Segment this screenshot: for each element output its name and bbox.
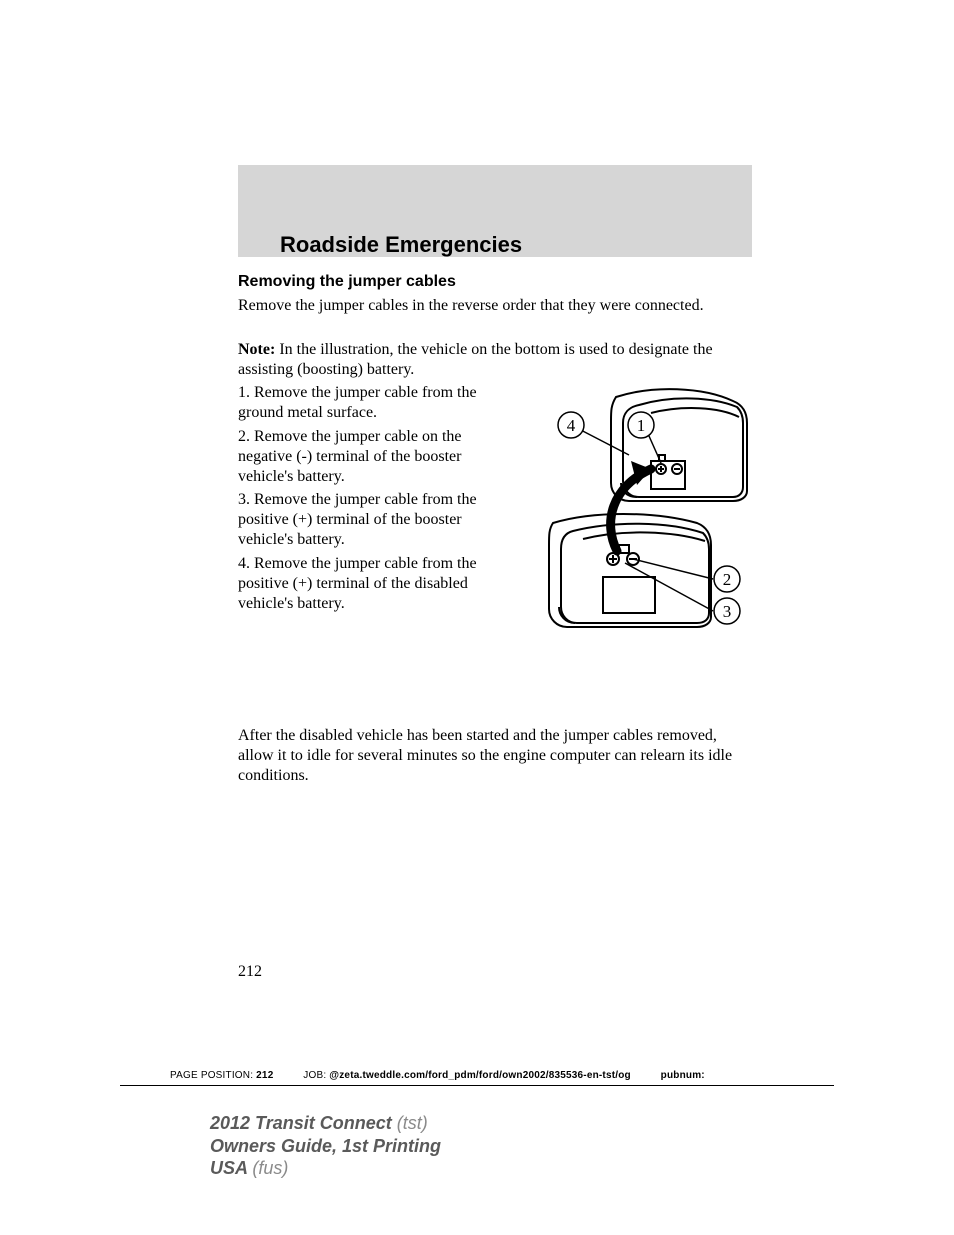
step-2: 2. Remove the jumper cable on the negati… <box>238 427 513 487</box>
jumper-cable-diagram: 1 4 2 3 <box>533 383 753 643</box>
callout-lines <box>575 427 713 611</box>
callout-text: 1 4 2 3 <box>567 416 732 621</box>
colophon-model: 2012 Transit Connect <box>210 1113 397 1133</box>
label-3: 3 <box>723 602 732 621</box>
colophon-line-2: Owners Guide, 1st Printing <box>210 1135 441 1158</box>
label-1: 1 <box>637 416 646 435</box>
step-3: 3. Remove the jumper cable from the posi… <box>238 490 513 550</box>
diagram-svg: 1 4 2 3 <box>533 383 753 643</box>
colophon: 2012 Transit Connect (tst) Owners Guide,… <box>210 1112 441 1180</box>
note-label: Note: <box>238 341 275 358</box>
label-2: 2 <box>723 570 732 589</box>
page-number: 212 <box>238 963 262 981</box>
job-label: JOB: <box>303 1070 329 1081</box>
callout-labels <box>558 412 740 624</box>
colophon-usa: USA <box>210 1158 252 1178</box>
label-4: 4 <box>567 416 576 435</box>
pubnum-label: pubnum: <box>661 1070 705 1081</box>
colophon-paren-3: (fus) <box>252 1158 288 1178</box>
page-position-value: 212 <box>256 1070 273 1081</box>
vehicle-bottom <box>549 514 711 627</box>
job-value: @zeta.tweddle.com/ford_pdm/ford/own2002/… <box>329 1070 631 1081</box>
step-1: 1. Remove the jumper cable from the grou… <box>238 383 513 423</box>
arrow-icon <box>611 461 651 551</box>
colophon-line-1: 2012 Transit Connect (tst) <box>210 1112 441 1135</box>
page: Roadside Emergencies Removing the jumper… <box>0 0 954 1235</box>
note-body: In the illustration, the vehicle on the … <box>238 341 713 378</box>
chapter-title: Roadside Emergencies <box>280 232 522 258</box>
section-title: Removing the jumper cables <box>238 273 456 291</box>
step-4: 4. Remove the jumper cable from the posi… <box>238 554 513 614</box>
colophon-line-3: USA (fus) <box>210 1157 441 1180</box>
colophon-paren-1: (tst) <box>397 1113 428 1133</box>
paragraph-note: Note: In the illustration, the vehicle o… <box>238 340 753 380</box>
paragraph-after: After the disabled vehicle has been star… <box>238 726 753 786</box>
paragraph-intro: Remove the jumper cables in the reverse … <box>238 296 753 316</box>
page-position-label: PAGE POSITION: <box>170 1070 256 1081</box>
footer-meta: PAGE POSITION: 212 JOB: @zeta.tweddle.co… <box>170 1070 705 1081</box>
footer-rule <box>120 1085 834 1086</box>
